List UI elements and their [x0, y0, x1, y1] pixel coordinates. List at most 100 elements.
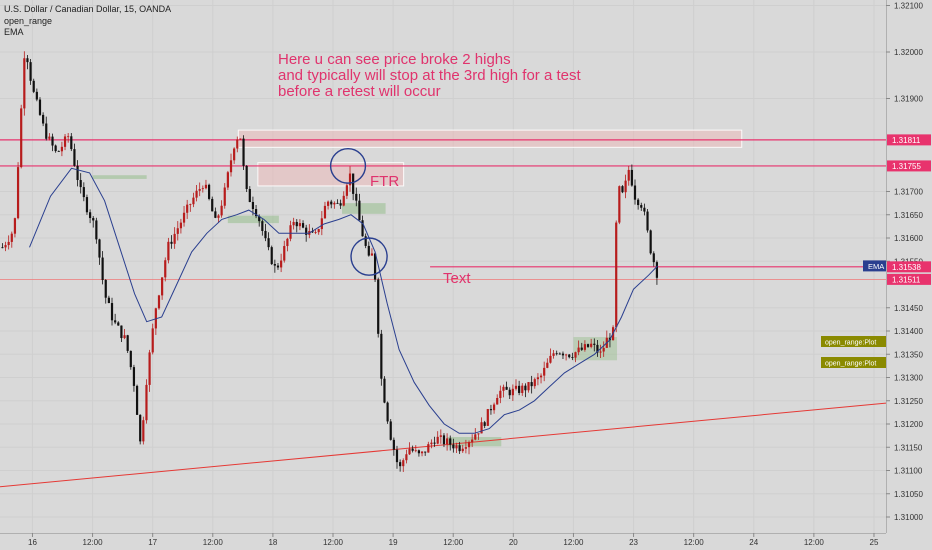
candle-body [646, 211, 649, 231]
price-tick-label: 1.31300 [894, 374, 923, 383]
candle-body [280, 260, 283, 268]
annotation-ftr: FTR [370, 173, 399, 190]
open-range-badge-label: open_range:Plot [825, 361, 876, 368]
candle-body [643, 207, 646, 212]
candle-body [117, 322, 120, 326]
candle-body [471, 439, 474, 443]
price-level-label: 1.31811 [892, 136, 921, 145]
candle-body [217, 215, 220, 218]
candle-body [132, 367, 136, 386]
price-tick-label: 1.31400 [894, 327, 923, 336]
candle-body [239, 138, 242, 140]
candle-body [455, 445, 458, 449]
price-tick-label: 1.31450 [894, 304, 923, 313]
indicator-ema[interactable]: EMA [4, 27, 24, 37]
candle-body [29, 62, 32, 81]
candle-body [226, 172, 229, 188]
candle-body [565, 354, 568, 356]
candle-body [345, 185, 348, 196]
candle-body [286, 238, 289, 247]
annotation-note-line: Here u can see price broke 2 highs [278, 51, 511, 68]
candle-body [120, 325, 123, 339]
time-tick-label: 18 [268, 538, 277, 547]
candle-body [358, 200, 361, 221]
candle-body [527, 382, 530, 391]
candle-body [399, 462, 402, 467]
candle-body [546, 362, 549, 368]
candle-body [445, 438, 449, 445]
candle-body [436, 436, 439, 444]
open-range-badge-label: open_range:Plot [825, 340, 876, 347]
time-tick-label: 25 [870, 538, 879, 547]
candle-body [207, 184, 211, 199]
candle-body [549, 355, 552, 363]
candle-body [511, 388, 514, 396]
candle-body [430, 442, 433, 445]
candle-body [633, 185, 637, 200]
candle-body [342, 195, 345, 206]
candle-body [505, 386, 508, 390]
candle-body [298, 223, 302, 227]
candle-body [502, 386, 505, 391]
time-tick-label: 24 [749, 538, 758, 547]
candle-body [652, 253, 655, 263]
candle-body [258, 216, 261, 222]
candle-body [51, 136, 54, 146]
candle-body [593, 343, 596, 345]
candle-body [580, 347, 583, 350]
candle-body [57, 151, 60, 152]
candle-body [48, 136, 51, 139]
candle-body [377, 279, 380, 334]
candle-body [427, 444, 430, 453]
time-tick-label: 16 [28, 538, 37, 547]
candle-body [370, 253, 374, 256]
price-tick-label: 1.31700 [894, 188, 923, 197]
candle-body [126, 335, 129, 351]
candle-body [101, 257, 104, 281]
candle-body [583, 344, 586, 350]
candle-body [248, 189, 251, 202]
candle-body [586, 344, 590, 347]
ema-badge-label: EMA [868, 262, 884, 271]
candle-body [364, 236, 367, 246]
price-tick-label: 1.32100 [894, 2, 923, 11]
candle-body [637, 199, 640, 206]
circle-annotation [350, 237, 388, 276]
candle-body [70, 136, 73, 150]
candle-body [521, 385, 524, 393]
candle-body [85, 197, 89, 213]
candle-body [333, 202, 336, 205]
candle-body [461, 448, 464, 452]
time-tick-label: 12:00 [203, 538, 224, 547]
candle-body [292, 221, 295, 226]
candle-body [458, 445, 461, 452]
candle-body [79, 180, 82, 188]
candle-body [176, 228, 179, 234]
candle-body [16, 167, 20, 219]
time-tick-label: 12:00 [684, 538, 705, 547]
candle-body [295, 221, 298, 227]
candle-body [621, 186, 624, 193]
candle-body [474, 434, 477, 440]
candle-body [123, 335, 126, 339]
annotation-text: Text [443, 270, 471, 287]
candle-body [26, 58, 29, 63]
candle-body [60, 146, 64, 152]
candle-body [186, 204, 189, 213]
annotation-note-line: and typically will stop at the 3rd high … [278, 67, 581, 84]
candle-body [261, 221, 264, 231]
candle-body [214, 211, 217, 218]
open-range-badge [821, 336, 886, 347]
price-tick-label: 1.31100 [894, 467, 923, 476]
candle-body [54, 145, 57, 152]
candle-body [530, 382, 533, 387]
indicator-open-range[interactable]: open_range [4, 16, 53, 26]
price-tick-label: 1.31350 [894, 350, 923, 359]
candle-body [489, 409, 493, 411]
candle-body [164, 260, 167, 278]
candle-body [323, 205, 327, 219]
candle-body [389, 421, 392, 440]
candle-body [571, 357, 574, 358]
price-tick-label: 1.31150 [894, 443, 923, 452]
